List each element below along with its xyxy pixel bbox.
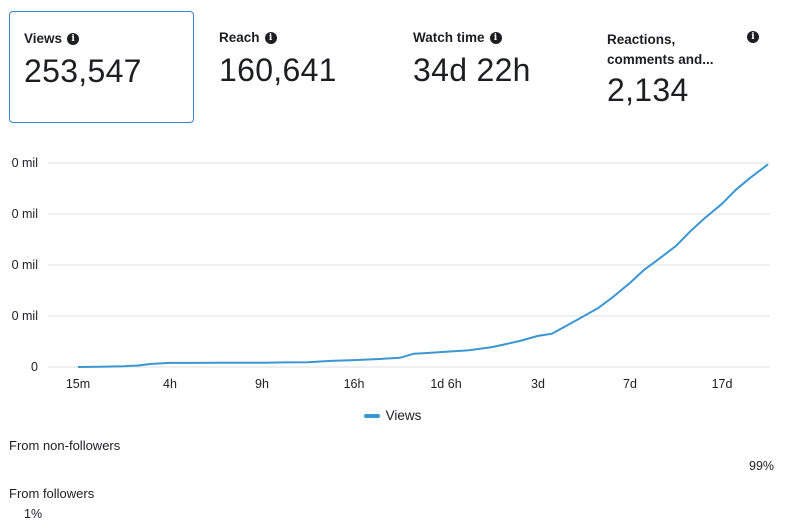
info-icon[interactable]: i	[67, 32, 80, 45]
metric-value-reactions: 2,134	[607, 72, 689, 108]
y-axis-ticks: 0 mil 0 mil 0 mil 0 mil 0	[12, 156, 38, 374]
metric-card-watch-time[interactable]: Watch time i 34d 22h	[399, 11, 584, 123]
metric-card-reach[interactable]: Reach i 160,641	[205, 11, 390, 123]
metric-label-reactions: Reactions, comments and...	[607, 32, 714, 67]
y-tick-label: 0 mil	[12, 207, 38, 221]
metric-label-reach: Reach i	[219, 30, 277, 45]
metric-value-views: 253,547	[24, 53, 142, 89]
non-followers-percent: 99%	[749, 459, 775, 473]
metric-card-reactions[interactable]: Reactions, comments and... i 2,134	[593, 11, 778, 123]
x-tick-label: 3d	[531, 377, 545, 391]
y-tick-label: 0	[31, 360, 38, 374]
x-axis-ticks: 15m 4h 9h 16h 1d 6h 3d 7d 17d	[66, 377, 733, 391]
metric-label-watch-time: Watch time i	[413, 30, 502, 45]
x-tick-label: 1d 6h	[430, 377, 461, 391]
info-icon[interactable]: i	[264, 31, 277, 44]
y-tick-label: 0 mil	[12, 258, 38, 272]
x-tick-label: 16h	[344, 377, 365, 391]
info-icon[interactable]: i	[489, 31, 502, 44]
metric-card-views[interactable]: Views i 253,547	[9, 11, 194, 123]
x-tick-label: 7d	[623, 377, 637, 391]
y-tick-label: 0 mil	[12, 156, 38, 170]
x-tick-label: 17d	[712, 377, 733, 391]
chart-legend[interactable]: Views	[0, 408, 785, 423]
views-line-chart: 0 mil 0 mil 0 mil 0 mil 0 15m 4h 9h 16h 1d 6h 3d 7…	[12, 156, 770, 391]
legend-label: Views	[385, 408, 422, 423]
info-icon[interactable]: i	[747, 31, 759, 43]
x-tick-label: 4h	[163, 377, 177, 391]
x-tick-label: 9h	[255, 377, 269, 391]
followers-percent: 1%	[24, 507, 43, 521]
x-tick-label: 15m	[66, 377, 90, 391]
y-tick-label: 0 mil	[12, 309, 38, 323]
non-followers-label: From non-followers	[9, 438, 121, 453]
followers-label: From followers	[9, 486, 95, 501]
metric-value-watch-time: 34d 22h	[413, 52, 531, 88]
series-line-views[interactable]	[77, 163, 769, 368]
legend-swatch	[363, 414, 380, 419]
metric-label-views: Views i	[24, 31, 80, 46]
metric-value-reach: 160,641	[219, 52, 337, 88]
chart-gridlines	[48, 162, 770, 368]
chart-series	[77, 163, 769, 368]
